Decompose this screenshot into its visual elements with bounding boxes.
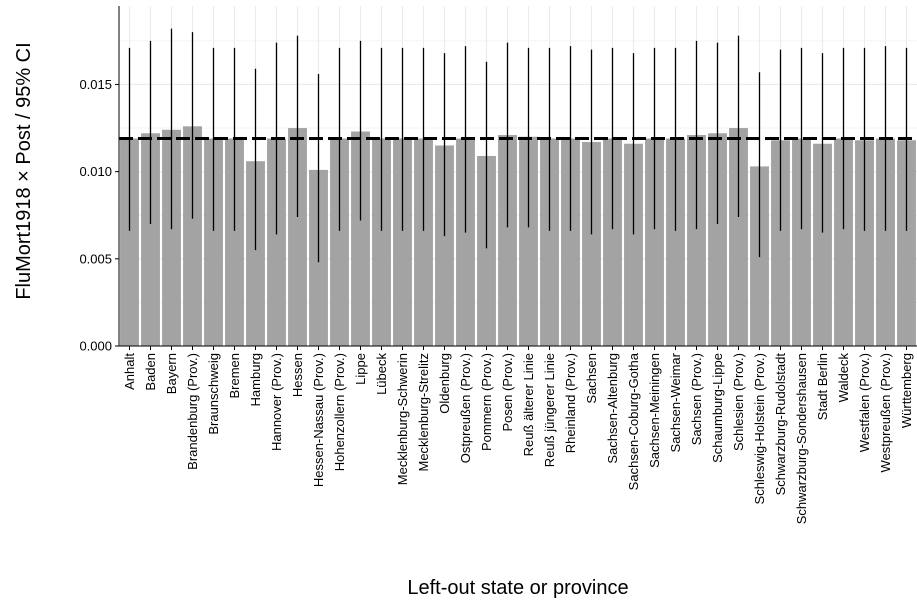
x-tick-label: Brandenburg (Prov.) — [185, 353, 200, 470]
x-tick-label: Sachsen-Altenburg — [605, 353, 620, 464]
x-tick-label: Hessen-Nassau (Prov.) — [311, 353, 326, 487]
error-bars — [128, 28, 908, 263]
bar — [414, 138, 433, 346]
bar — [162, 129, 181, 346]
x-tick-label: Lübeck — [374, 353, 389, 395]
x-tick-label: Schleswig-Holstein (Prov.) — [752, 353, 767, 504]
bar — [498, 135, 517, 346]
x-tick-label: Hessen — [290, 353, 305, 397]
y-axis-title: FluMort1918 × Post / 95% CI — [13, 42, 35, 299]
x-tick-label: Stadt Berlin — [815, 353, 830, 420]
x-tick-label: Schwarzburg-Rudolstadt — [773, 353, 788, 496]
y-tick-labels: 0.000 0.005 0.010 0.015 — [79, 77, 112, 354]
x-tick-label: Westpreußen (Prov.) — [878, 353, 893, 472]
bar — [897, 140, 916, 346]
bar — [246, 161, 265, 346]
x-tick-label: Lippe — [353, 353, 368, 385]
x-tick-label: Hohenzollern (Prov.) — [332, 353, 347, 471]
y-tick-label: 0.000 — [79, 339, 112, 354]
x-tick-label: Pommern (Prov.) — [479, 353, 494, 451]
bar — [351, 131, 370, 346]
bar — [603, 138, 622, 346]
bar — [687, 135, 706, 346]
bar — [267, 138, 286, 346]
bar — [855, 140, 874, 346]
x-tick-label: Baden — [143, 353, 158, 391]
bar — [330, 138, 349, 346]
x-tick-label: Bremen — [227, 353, 242, 399]
y-tick-label: 0.015 — [79, 77, 112, 92]
bar — [624, 143, 643, 346]
bar — [666, 138, 685, 346]
x-tick-label: Bayern — [164, 353, 179, 394]
x-tick-label: Anhalt — [122, 353, 137, 390]
x-tick-label: Sachsen — [584, 353, 599, 404]
bar — [456, 138, 475, 346]
bar — [372, 138, 391, 346]
x-tick-label: Sachsen-Coburg-Gotha — [626, 352, 641, 490]
x-tick-label: Württemberg — [899, 353, 914, 428]
x-tick-label: Ostpreußen (Prov.) — [458, 353, 473, 463]
bar — [645, 138, 664, 346]
bar — [141, 133, 160, 346]
x-tick-label: Oldenburg — [437, 353, 452, 414]
bar — [120, 138, 139, 346]
axes — [115, 6, 917, 350]
x-tick-label: Schaumburg-Lippe — [710, 353, 725, 463]
x-tick-label: Schwarzburg-Sondershausen — [794, 353, 809, 524]
bar — [729, 128, 748, 346]
x-tick-label: Sachsen (Prov.) — [689, 353, 704, 445]
x-tick-label: Hamburg — [248, 353, 263, 406]
x-tick-label: Reuß älterer Linie — [521, 353, 536, 456]
bar — [813, 143, 832, 346]
bar — [876, 138, 895, 346]
x-axis-title: Left-out state or province — [407, 577, 628, 599]
x-tick-label: Reuß jüngerer Linie — [542, 353, 557, 467]
x-tick-label: Hannover (Prov.) — [269, 353, 284, 451]
x-tick-label: Waldeck — [836, 353, 851, 403]
x-tick-labels: Anhalt Baden Bayern Brandenburg (Prov.) Brau… — [122, 352, 914, 524]
bar — [582, 142, 601, 346]
bar — [540, 138, 559, 346]
x-tick-label: Sachsen-Meiningen — [647, 353, 662, 468]
bar — [183, 126, 202, 346]
bar — [519, 136, 538, 346]
y-tick-label: 0.010 — [79, 164, 112, 179]
bars — [120, 126, 916, 346]
bar — [288, 128, 307, 346]
bar — [708, 133, 727, 346]
x-tick-label: Westfalen (Prov.) — [857, 353, 872, 452]
bar — [561, 138, 580, 346]
bar — [834, 138, 853, 346]
x-tick-label: Posen (Prov.) — [500, 353, 515, 432]
bar — [204, 138, 223, 346]
y-tick-label: 0.005 — [79, 251, 112, 266]
x-tick-label: Braunschweig — [206, 353, 221, 435]
x-tick-label: Mecklenburg-Strelitz — [416, 353, 431, 472]
bar — [792, 138, 811, 346]
bar — [393, 138, 412, 346]
x-tick-label: Sachsen-Weimar — [668, 352, 683, 452]
x-tick-label: Schlesien (Prov.) — [731, 353, 746, 451]
bar — [225, 138, 244, 346]
x-tick-label: Mecklenburg-Schwerin — [395, 353, 410, 485]
bar — [477, 155, 496, 346]
bar — [771, 140, 790, 346]
bar — [435, 145, 454, 346]
x-tick-label: Rheinland (Prov.) — [563, 353, 578, 453]
